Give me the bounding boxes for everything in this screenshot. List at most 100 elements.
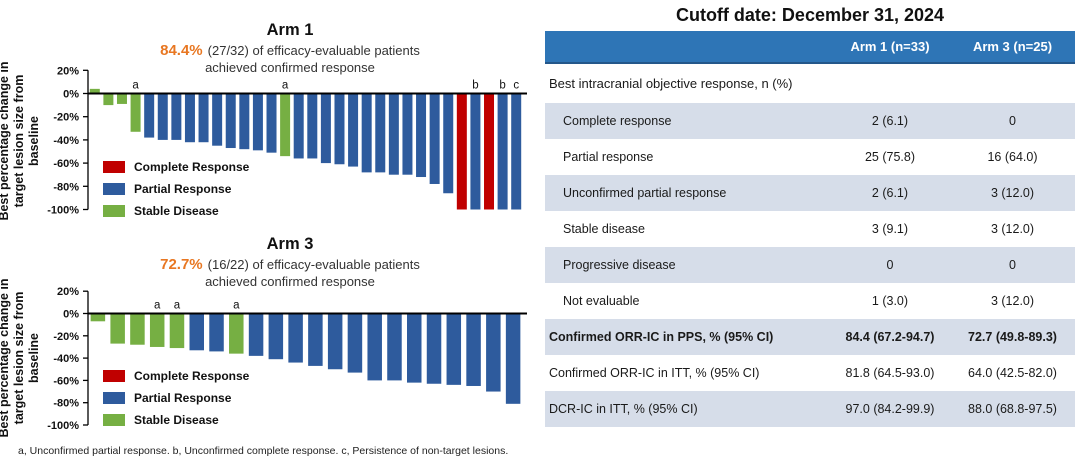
waterfall-bar <box>252 93 263 151</box>
waterfall-bar <box>320 93 331 164</box>
header-arm3-cell: Arm 3 (n=25) <box>972 39 1053 54</box>
waterfall-bar <box>367 313 382 381</box>
legend-row-stable-disease: Stable Disease <box>103 200 249 222</box>
waterfall-bar <box>484 93 495 210</box>
waterfall-bar <box>266 93 277 153</box>
waterfall-bar <box>407 313 422 383</box>
waterfall-bar <box>130 93 141 132</box>
legend-row-complete-response: Complete Response <box>103 365 249 387</box>
table-title: Cutoff date: December 31, 2024 <box>675 5 945 25</box>
y-tick-label: -20% <box>53 331 79 343</box>
y-tick-label: -40% <box>53 135 79 147</box>
row-label: Best intracranial objective response, n … <box>549 76 793 91</box>
waterfall-bar <box>426 313 442 384</box>
legend-label: Partial Response <box>134 182 232 196</box>
row-arm3-value: 64.0 (42.5-82.0) <box>968 366 1057 380</box>
y-axis-label-line: target lesion size from <box>12 74 26 208</box>
waterfall-bar <box>375 93 386 173</box>
results-table-panel: Cutoff date: December 31, 2024 Arm 1 (n=… <box>545 0 1075 427</box>
y-tick-label: 0% <box>63 309 79 321</box>
row-arm3-value: 0 <box>1009 114 1016 128</box>
waterfall-bar <box>387 313 402 381</box>
waterfall-bar <box>157 93 168 140</box>
arm1-legend: Complete Response Partial Response Stabl… <box>103 156 249 222</box>
arm3-chart-block: 20% 0% -20% -40% -60% -80% -100% a a a Best perce… <box>0 225 540 443</box>
legend-row-partial-response: Partial Response <box>103 178 249 200</box>
arm1-subtitle-line2: achieved confirmed response <box>205 60 375 75</box>
waterfall-bar <box>347 313 363 373</box>
y-tick-label: -80% <box>53 398 79 410</box>
bar-note-letter: a <box>282 80 289 92</box>
waterfall-bar <box>209 313 224 352</box>
waterfall-bar <box>486 313 501 392</box>
waterfall-bar <box>248 313 264 356</box>
bar-note-letter: b <box>472 80 478 92</box>
legend-row-partial-response: Partial Response <box>103 387 249 409</box>
waterfall-bar <box>171 93 182 140</box>
header-arm1-cell: Arm 1 (n=33) <box>850 39 930 54</box>
waterfall-bar <box>293 93 304 159</box>
bar-note-letter: c <box>513 80 519 92</box>
waterfall-bar <box>110 313 125 344</box>
row-label: Complete response <box>563 114 672 128</box>
arm1-response-rate: 84.4% <box>160 42 203 59</box>
waterfall-bar <box>268 313 284 360</box>
table-row: DCR-IC in ITT, % (95% CI) 97.0 (84.2-99.… <box>545 391 1075 427</box>
row-label: DCR-IC in ITT, % (95% CI) <box>549 402 698 416</box>
waterfall-bar <box>90 313 106 322</box>
waterfall-bar <box>348 93 359 167</box>
row-arm1-value: 81.8 (64.5-93.0) <box>845 366 935 380</box>
legend-row-complete-response: Complete Response <box>103 156 249 178</box>
row-label: Progressive disease <box>563 258 676 272</box>
waterfall-bar <box>416 93 427 178</box>
arm3-subtitle-line1: 72.7% (16/22) of efficacy-evaluable patie… <box>60 256 520 273</box>
row-arm3-value: 72.7 (49.8-89.3) <box>968 330 1057 344</box>
y-tick-label: -40% <box>53 353 79 365</box>
y-tick-label: -60% <box>53 375 79 387</box>
waterfall-bar <box>402 93 413 175</box>
legend-row-stable-disease: Stable Disease <box>103 409 249 431</box>
y-tick-label: 20% <box>57 286 79 298</box>
row-label: Confirmed ORR-IC in PPS, % (95% CI) <box>549 330 774 344</box>
arm3-legend: Complete Response Partial Response Stabl… <box>103 365 249 431</box>
row-arm1-value: 84.4 (67.2-94.7) <box>845 330 935 344</box>
waterfall-bar <box>144 93 155 138</box>
complete-response-swatch-icon <box>103 370 125 382</box>
row-arm3-value: 0 <box>1009 258 1016 272</box>
waterfall-bar <box>130 313 145 345</box>
row-label: Stable disease <box>563 222 646 236</box>
row-arm1-value: 1 (3.0) <box>871 294 909 308</box>
waterfall-bar <box>307 93 318 159</box>
y-tick-label: -100% <box>47 205 79 217</box>
row-label: Unconfirmed partial response <box>563 186 727 200</box>
waterfall-bar <box>456 93 467 210</box>
arm3-waterfall-chart: 20% 0% -20% -40% -60% -80% -100% a a a <box>47 286 527 432</box>
table-row: Partial response 25 (75.8) 16 (64.0) <box>545 139 1075 175</box>
stable-disease-swatch-icon <box>103 414 125 426</box>
waterfall-bar <box>429 93 440 184</box>
arm1-chart-block: 20% 0% -20% -40% -60% -80% -100% a a b b c Best per… <box>0 0 540 225</box>
waterfall-bar <box>225 93 236 149</box>
legend-label: Complete Response <box>134 160 250 174</box>
y-axis-label-line: Best percentage change in <box>0 278 11 438</box>
table-row-confirmed-orr-pps: Confirmed ORR-IC in PPS, % (95% CI) 84.4… <box>545 319 1075 355</box>
waterfall-bar <box>334 93 345 165</box>
y-tick-label: -80% <box>53 181 79 193</box>
arm1-title: Arm 1 <box>266 21 314 39</box>
y-axis-label-line: target lesion size from <box>12 291 26 425</box>
y-tick-label: 20% <box>57 65 79 77</box>
waterfall-bar <box>288 313 303 363</box>
waterfall-charts-panel: 20% 0% -20% -40% -60% -80% -100% a a b b c Best per… <box>0 0 540 457</box>
row-arm1-value: 0 <box>886 258 894 272</box>
row-label: Not evaluable <box>563 294 640 308</box>
table-row: Complete response 2 (6.1) 0 <box>545 103 1075 139</box>
footnote: a, Unconfirmed partial response. b, Unco… <box>18 445 509 457</box>
arm3-y-axis-label: Best percentage change in target lesion … <box>0 268 43 448</box>
row-arm1-value: 3 (9.1) <box>871 222 909 236</box>
row-arm3-value: 16 (64.0) <box>987 150 1038 164</box>
waterfall-bar <box>149 313 165 347</box>
table-row: Confirmed ORR-IC in ITT, % (95% CI) 81.8… <box>545 355 1075 391</box>
y-axis-label-line: baseline <box>27 332 41 384</box>
y-tick-label: 0% <box>63 89 79 101</box>
